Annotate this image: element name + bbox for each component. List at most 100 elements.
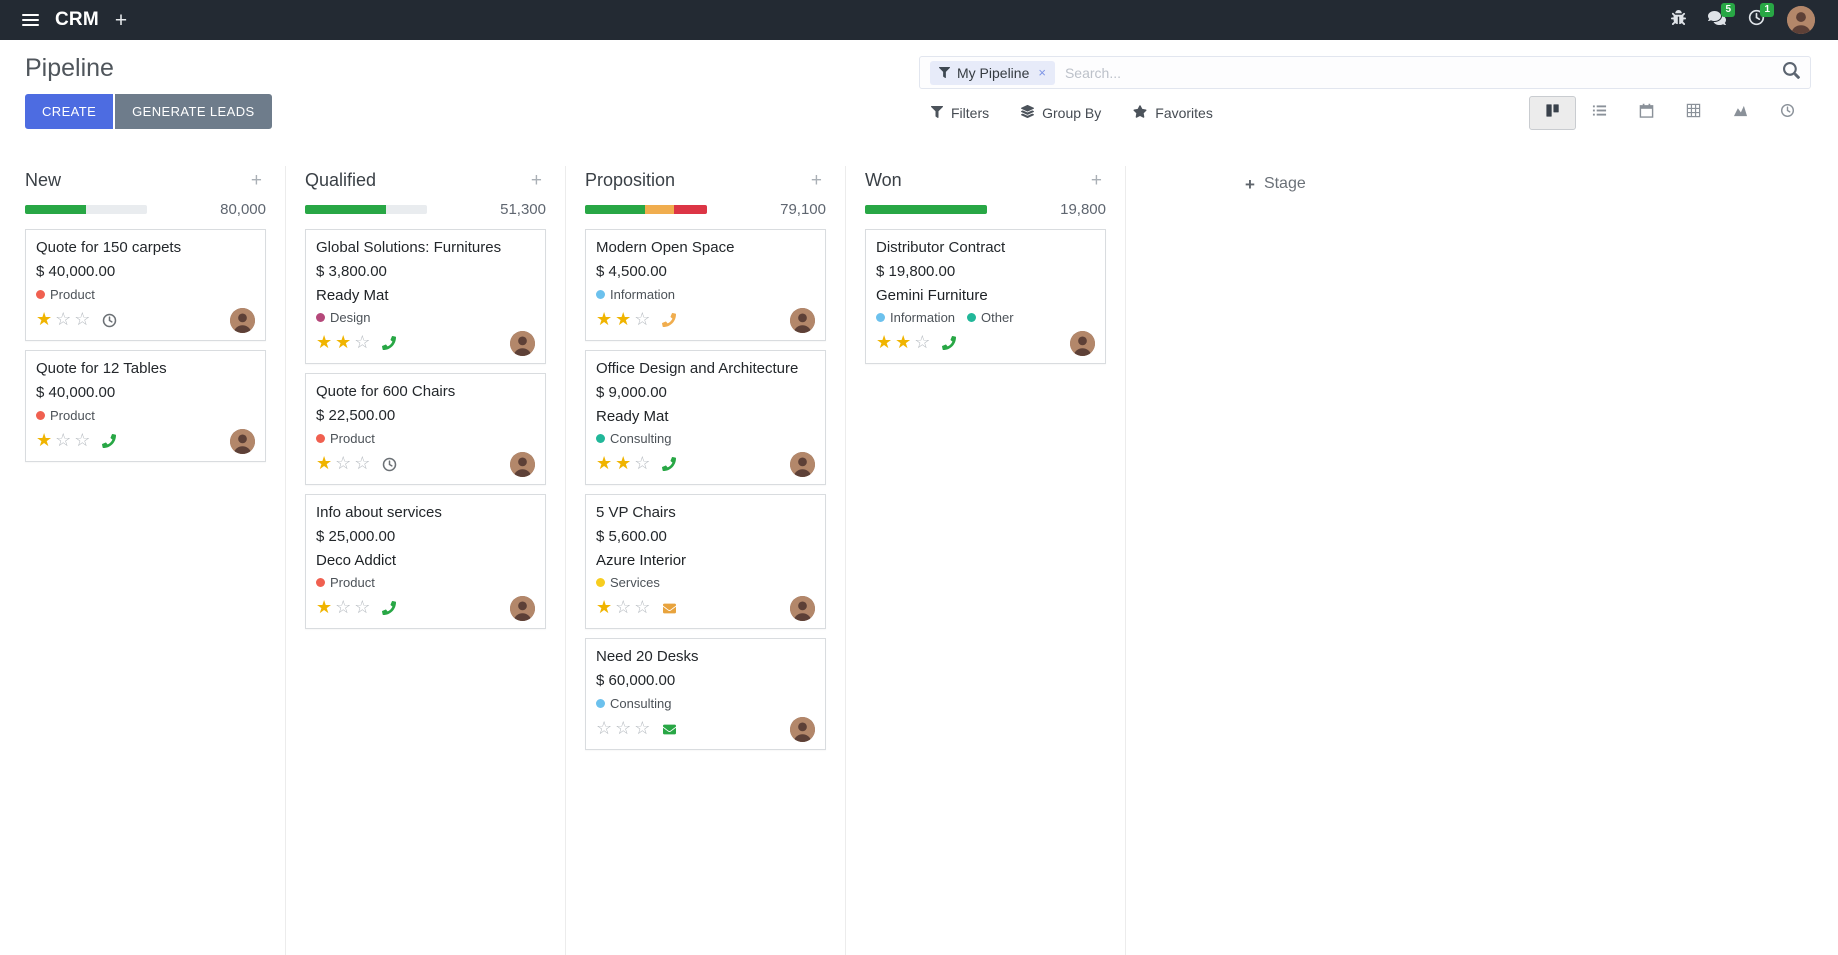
kanban-card[interactable]: Quote for 600 Chairs $ 22,500.00 Product… [305,373,546,485]
priority-star-icon[interactable]: ☆ [596,718,613,738]
view-activity-button[interactable] [1764,96,1811,130]
phone-activity-icon[interactable] [662,457,677,471]
priority-star-icon[interactable]: ☆ [615,597,632,617]
phone-activity-icon[interactable] [942,336,957,350]
priority-star-icon[interactable]: ☆ [634,597,651,617]
filters-menu[interactable]: Filters [931,105,989,121]
envelope-activity-icon[interactable] [662,723,677,736]
generate-leads-button[interactable]: GENERATE LEADS [115,94,272,129]
view-kanban-button[interactable] [1529,96,1576,130]
salesperson-avatar[interactable] [790,716,815,742]
kanban-card[interactable]: Quote for 12 Tables $ 40,000.00 Product … [25,350,266,462]
phone-activity-icon[interactable] [382,336,397,350]
salesperson-avatar[interactable] [510,330,535,356]
progress-segment[interactable] [25,205,86,214]
priority-star-icon[interactable]: ☆ [615,718,632,738]
salesperson-avatar[interactable] [230,428,255,454]
card-title[interactable]: 5 VP Chairs [596,504,676,521]
card-title[interactable]: Modern Open Space [596,239,735,256]
salesperson-avatar[interactable] [510,595,535,621]
progress-segment[interactable] [305,205,386,214]
kanban-card[interactable]: Global Solutions: Furnitures $ 3,800.00 … [305,229,546,364]
progress-segment[interactable] [865,205,987,214]
salesperson-avatar[interactable] [510,451,535,477]
priority-star-icon[interactable]: ☆ [55,430,72,450]
salesperson-avatar[interactable] [790,451,815,477]
search-icon[interactable] [1783,61,1800,84]
priority-star-icon[interactable]: ☆ [634,718,651,738]
salesperson-avatar[interactable] [1070,330,1095,356]
priority-star-icon[interactable]: ★ [335,332,352,352]
phone-activity-icon[interactable] [102,434,117,448]
column-title[interactable]: Qualified [305,170,377,190]
column-title[interactable]: New [25,170,62,190]
salesperson-avatar[interactable] [790,595,815,621]
add-menu-button[interactable]: + [105,0,137,40]
facet-remove-icon[interactable]: × [1038,65,1046,80]
card-title[interactable]: Quote for 12 Tables [36,360,167,377]
view-pivot-button[interactable] [1670,96,1717,130]
card-title[interactable]: Quote for 600 Chairs [316,383,456,400]
column-title[interactable]: Proposition [585,170,676,190]
user-menu[interactable] [1776,0,1826,40]
kanban-card[interactable]: Distributor Contract $ 19,800.00 Gemini … [865,229,1106,364]
clock-activity-icon[interactable] [382,457,397,472]
priority-star-icon[interactable]: ☆ [914,332,931,352]
card-title[interactable]: Quote for 150 carpets [36,239,182,256]
kanban-card[interactable]: Modern Open Space $ 4,500.00 Information… [585,229,826,341]
priority-star-icon[interactable]: ★ [876,332,893,352]
phone-activity-icon[interactable] [662,313,677,327]
priority-star-icon[interactable]: ☆ [335,597,352,617]
kanban-card[interactable]: Info about services $ 25,000.00 Deco Add… [305,494,546,629]
priority-star-icon[interactable]: ★ [36,430,53,450]
priority-star-icon[interactable]: ★ [36,309,53,329]
kanban-card[interactable]: Quote for 150 carpets $ 40,000.00 Produc… [25,229,266,341]
priority-star-icon[interactable]: ☆ [354,332,371,352]
view-list-button[interactable] [1576,96,1623,130]
progress-segment[interactable] [674,205,707,214]
phone-activity-icon[interactable] [382,601,397,615]
activities-button[interactable]: 1 [1737,0,1776,40]
card-title[interactable]: Info about services [316,504,442,521]
view-calendar-button[interactable] [1623,96,1670,130]
search-bar[interactable]: My Pipeline × [919,56,1811,89]
create-button[interactable]: CREATE [25,94,114,129]
salesperson-avatar[interactable] [230,307,255,333]
priority-star-icon[interactable]: ☆ [55,309,72,329]
card-title[interactable]: Global Solutions: Furnitures [316,239,502,256]
priority-star-icon[interactable]: ★ [596,453,613,473]
priority-star-icon[interactable]: ☆ [335,453,352,473]
priority-star-icon[interactable]: ★ [895,332,912,352]
column-quick-add-icon[interactable]: + [250,170,262,191]
progress-segment[interactable] [585,205,645,214]
view-graph-button[interactable] [1717,96,1764,130]
priority-star-icon[interactable]: ☆ [634,453,651,473]
apps-menu-button[interactable] [12,0,49,40]
priority-star-icon[interactable]: ☆ [354,597,371,617]
column-quick-add-icon[interactable]: + [530,170,542,191]
kanban-card[interactable]: 5 VP Chairs $ 5,600.00 Azure Interior Se… [585,494,826,629]
kanban-card[interactable]: Need 20 Desks $ 60,000.00 Consulting ☆ ☆ ☆ [585,638,826,750]
group-by-menu[interactable]: Group By [1021,104,1101,121]
card-title[interactable]: Office Design and Architecture [596,360,799,377]
card-title[interactable]: Distributor Contract [876,239,1006,256]
column-title[interactable]: Won [865,170,902,190]
debug-button[interactable] [1660,0,1697,40]
priority-star-icon[interactable]: ☆ [354,453,371,473]
add-stage-column[interactable]: + Stage [1245,175,1306,193]
messages-button[interactable]: 5 [1697,0,1737,40]
priority-star-icon[interactable]: ★ [316,453,333,473]
salesperson-avatar[interactable] [790,307,815,333]
progress-segment[interactable] [644,205,675,214]
card-title[interactable]: Need 20 Desks [596,648,699,665]
column-quick-add-icon[interactable]: + [810,170,822,191]
envelope-activity-icon[interactable] [662,602,677,615]
priority-star-icon[interactable]: ★ [596,309,613,329]
search-input[interactable] [1064,64,1773,81]
priority-star-icon[interactable]: ★ [316,332,333,352]
priority-star-icon[interactable]: ☆ [634,309,651,329]
kanban-card[interactable]: Office Design and Architecture $ 9,000.0… [585,350,826,485]
priority-star-icon[interactable]: ★ [316,597,333,617]
priority-star-icon[interactable]: ★ [596,597,613,617]
app-name[interactable]: CRM [55,9,99,30]
